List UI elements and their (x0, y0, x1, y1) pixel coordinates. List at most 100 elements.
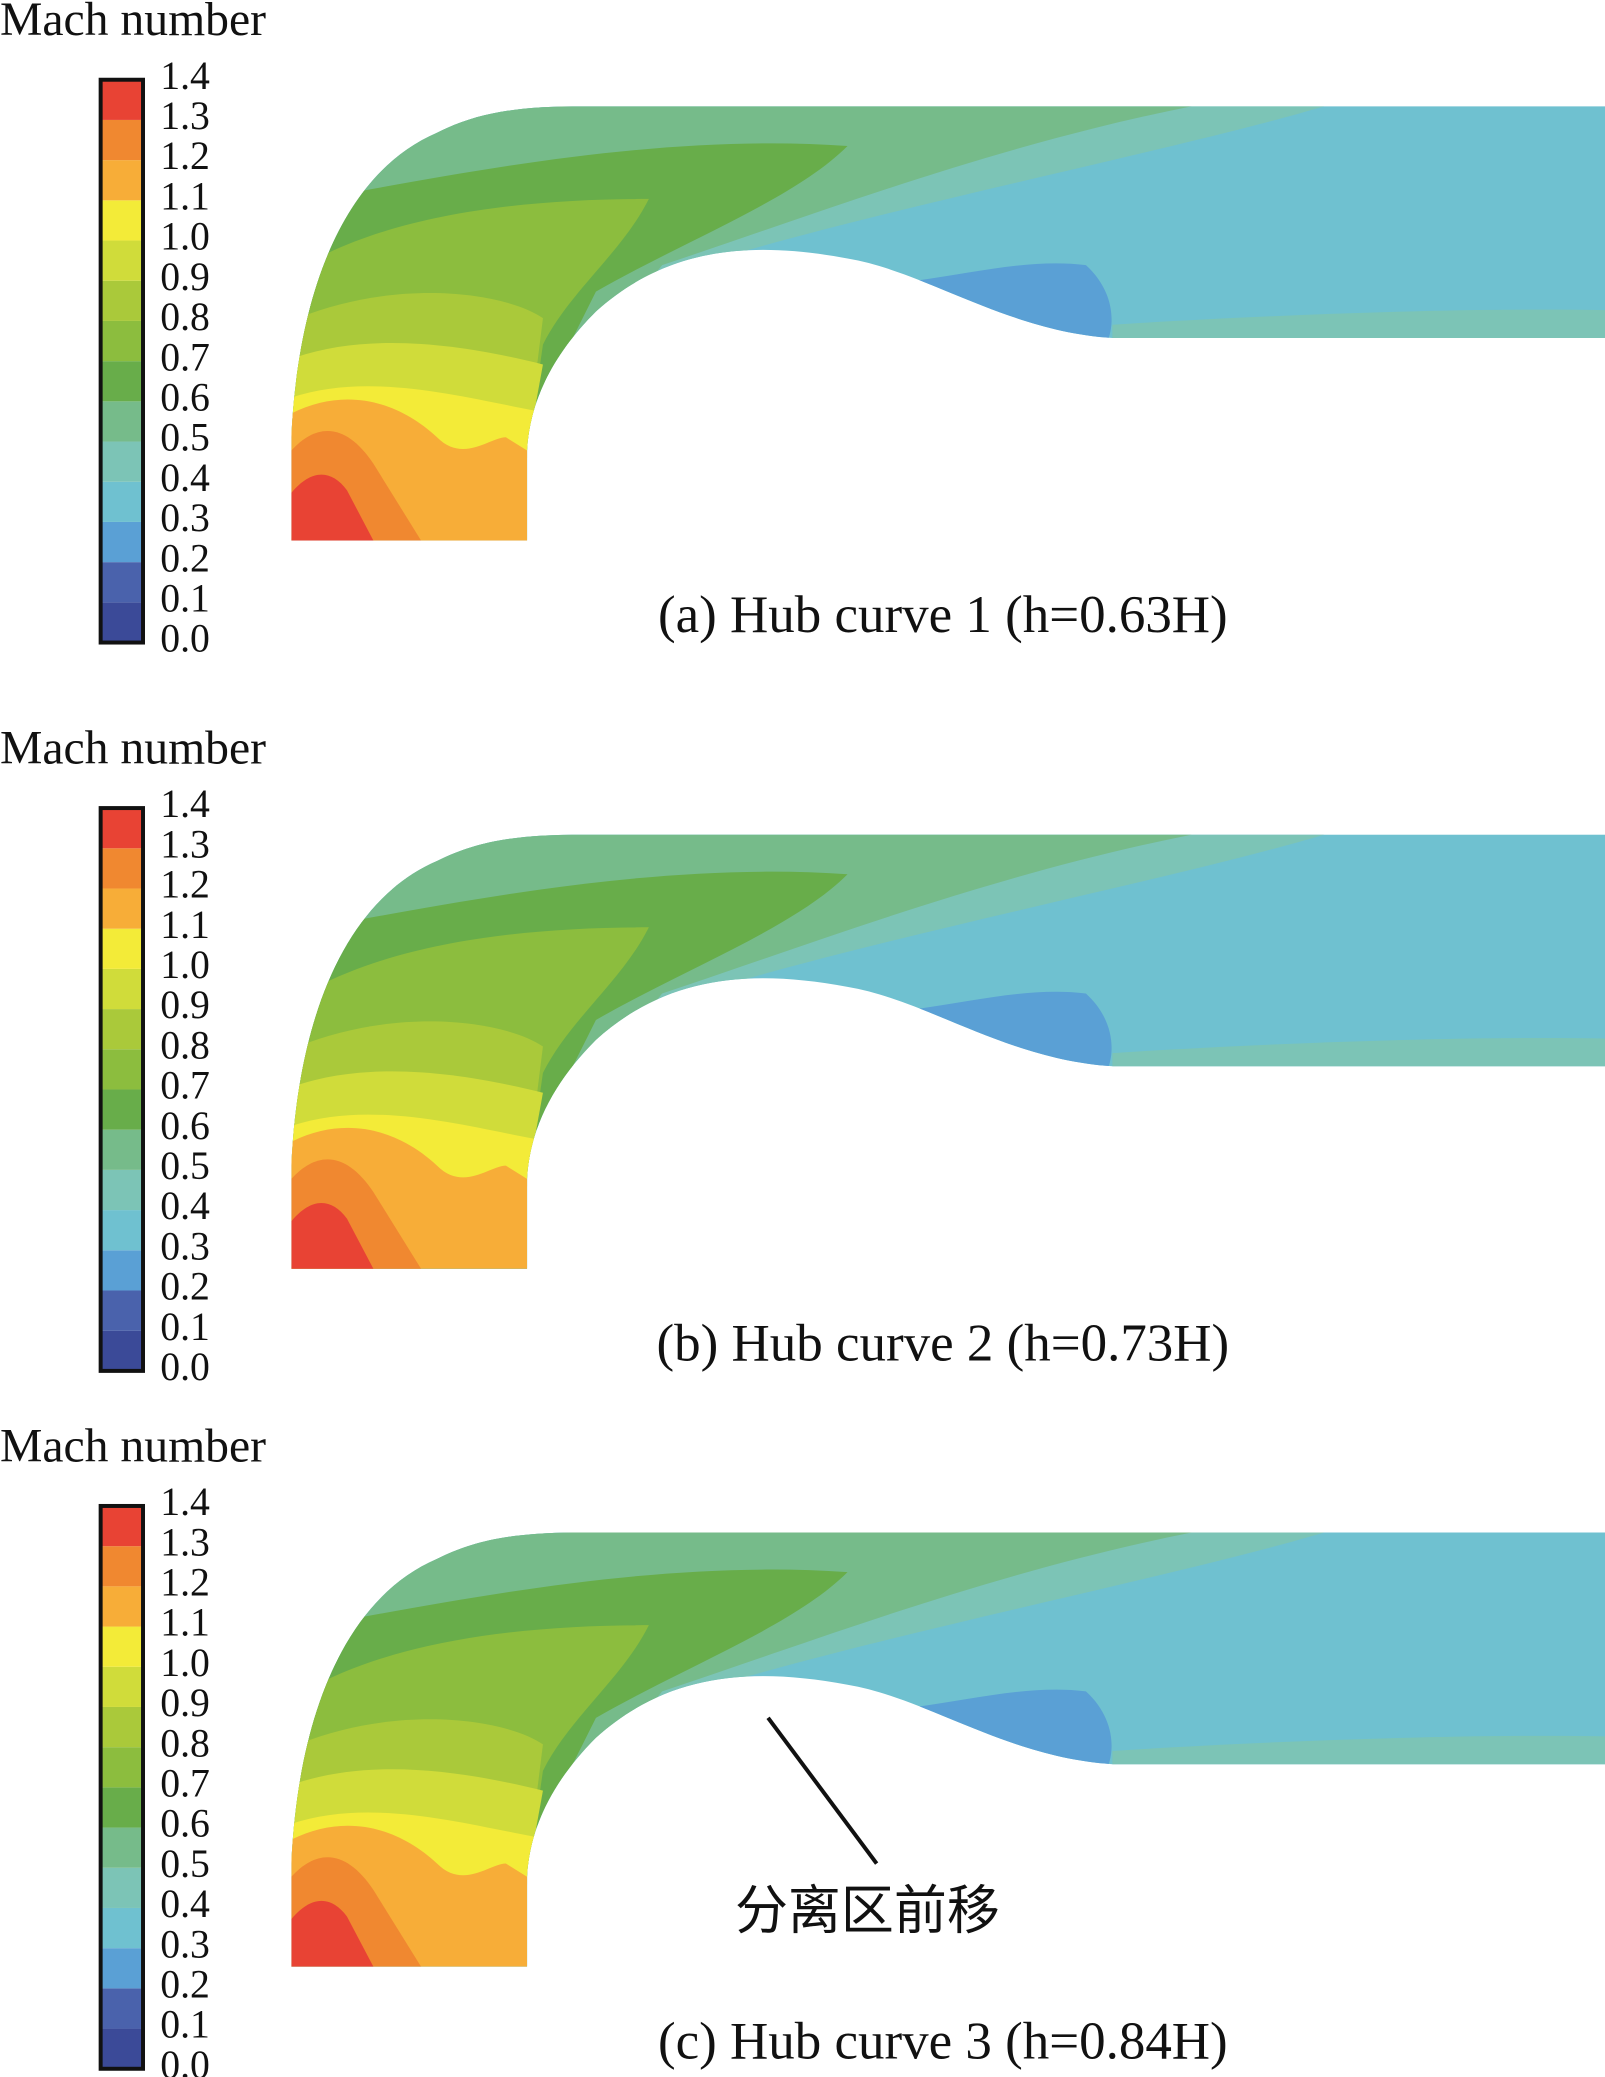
colorbar-band (100, 1787, 144, 1828)
colorbar-band (100, 1330, 144, 1371)
colorbar-tick-label: 0.1 (160, 2003, 210, 2047)
colorbar-band (100, 441, 144, 482)
colorbar-band (100, 1089, 144, 1130)
colorbar-band (100, 1586, 144, 1627)
colorbar-tick-label: 0.0 (160, 2043, 210, 2077)
colorbar-tick-label: 0.8 (160, 1023, 210, 1067)
colorbar-band (100, 968, 144, 1010)
colorbar-tick-label: 0.8 (160, 295, 210, 339)
colorbar-band (100, 200, 144, 241)
colorbar-tick-label: 0.4 (160, 1184, 210, 1228)
colorbar-tick-label: 0.2 (160, 1265, 210, 1309)
colorbar-band (100, 1827, 144, 1868)
colorbar-title: Mach number (0, 722, 266, 774)
colorbar-tick-label: 1.4 (160, 1480, 210, 1524)
colorbar-band (100, 562, 144, 603)
colorbar-band (100, 1706, 144, 1748)
colorbar-tick-label: 1.1 (160, 174, 210, 218)
caption: (c) Hub curve 3 (h=0.84H) (658, 2012, 1228, 2070)
colorbar-tick-label: 0.3 (160, 1224, 210, 1268)
colorbar-tick-label: 0.1 (160, 576, 210, 620)
colorbar-tick-label: 1.4 (160, 782, 210, 826)
colorbar-tick-label: 0.4 (160, 456, 210, 500)
colorbar-tick-label: 0.4 (160, 1882, 210, 1926)
colorbar-tick-label: 0.7 (160, 1761, 210, 1805)
colorbar-band (100, 1505, 144, 1547)
contour-field (265, 93, 1605, 556)
colorbar-tick-label: 1.0 (160, 1641, 210, 1685)
colorbar-tick-label: 1.1 (160, 903, 210, 947)
colorbar-tick-label: 0.9 (160, 255, 210, 299)
colorbar-tick-label: 0.3 (160, 496, 210, 540)
colorbar-tick-label: 1.2 (160, 863, 210, 907)
colorbar-band (100, 1546, 144, 1587)
colorbar-tick-label: 1.2 (160, 134, 210, 178)
colorbar-band (100, 160, 144, 201)
colorbar-band (100, 521, 144, 563)
colorbar-band (100, 280, 144, 321)
panel: Mach number 0.00.10.20.30.40.50.60.70.80.… (0, 0, 1605, 661)
panel: Mach number 0.00.10.20.30.40.50.60.70.80.… (0, 722, 1605, 1389)
colorbar-frame (98, 1503, 146, 2071)
colorbar-tick-label: 1.1 (160, 1601, 210, 1645)
colorbar-band (100, 320, 144, 362)
colorbar-band (100, 1129, 144, 1170)
colorbar-tick-label: 0.1 (160, 1305, 210, 1349)
colorbar-band (100, 1250, 144, 1291)
colorbar-tick-label: 0.0 (160, 1345, 210, 1389)
colorbar-tick-label: 0.2 (160, 536, 210, 580)
colorbar-tick-label: 0.0 (160, 617, 210, 661)
colorbar-tick-label: 0.7 (160, 335, 210, 379)
colorbar-frame (98, 806, 146, 1373)
colorbar-band (100, 888, 144, 929)
colorbar-band (100, 1169, 144, 1211)
colorbar-tick-label: 1.0 (160, 215, 210, 259)
colorbar-tick-label: 1.4 (160, 54, 210, 98)
caption: (a) Hub curve 1 (h=0.63H) (658, 586, 1228, 644)
colorbar-tick-label: 1.3 (160, 822, 210, 866)
colorbar-tick-label: 1.3 (160, 94, 210, 138)
colorbar-band (100, 1666, 144, 1707)
colorbar-band (100, 848, 144, 889)
colorbar-band (100, 928, 144, 969)
colorbar-band (100, 808, 144, 849)
colorbar-band (100, 1290, 144, 1331)
colorbar-band (100, 79, 144, 120)
colorbar-band (100, 240, 144, 281)
colorbar-band (100, 1988, 144, 2029)
colorbar-band (100, 361, 144, 402)
colorbar-tick-label: 0.5 (160, 416, 210, 460)
colorbar-tick-label: 0.6 (160, 1802, 210, 1846)
colorbar-frame (98, 77, 146, 645)
colorbar-tick-label: 0.3 (160, 1922, 210, 1966)
colorbar-title: Mach number (0, 1420, 266, 1472)
colorbar-band (100, 481, 144, 522)
colorbar-band (100, 602, 144, 643)
colorbar-band (100, 2028, 144, 2069)
colorbar-tick-label: 0.5 (160, 1842, 210, 1886)
colorbar-band (100, 1907, 144, 1949)
caption: (b) Hub curve 2 (h=0.73H) (657, 1315, 1230, 1373)
contour-field (265, 821, 1605, 1284)
colorbar-band (100, 1867, 144, 1908)
colorbar-tick-label: 0.5 (160, 1144, 210, 1188)
colorbar-tick-label: 0.9 (160, 1681, 210, 1725)
colorbar-tick-label: 1.0 (160, 943, 210, 987)
annotation: 分离区前移 (735, 1880, 1000, 1941)
colorbar-tick-label: 0.7 (160, 1064, 210, 1108)
colorbar-band (100, 1626, 144, 1667)
colorbar-band (100, 1210, 144, 1251)
colorbar-band (100, 1747, 144, 1788)
colorbar-band (100, 1049, 144, 1090)
colorbar-band (100, 401, 144, 442)
annotation-leader (766, 1716, 879, 1865)
colorbar-band (100, 1009, 144, 1050)
colorbar-band (100, 1948, 144, 1989)
panel: Mach number 0.00.10.20.30.40.50.60.70.80.… (0, 1420, 1605, 2077)
colorbar-tick-label: 0.8 (160, 1721, 210, 1765)
colorbar-tick-label: 0.9 (160, 983, 210, 1027)
colorbar-tick-label: 0.6 (160, 375, 210, 419)
